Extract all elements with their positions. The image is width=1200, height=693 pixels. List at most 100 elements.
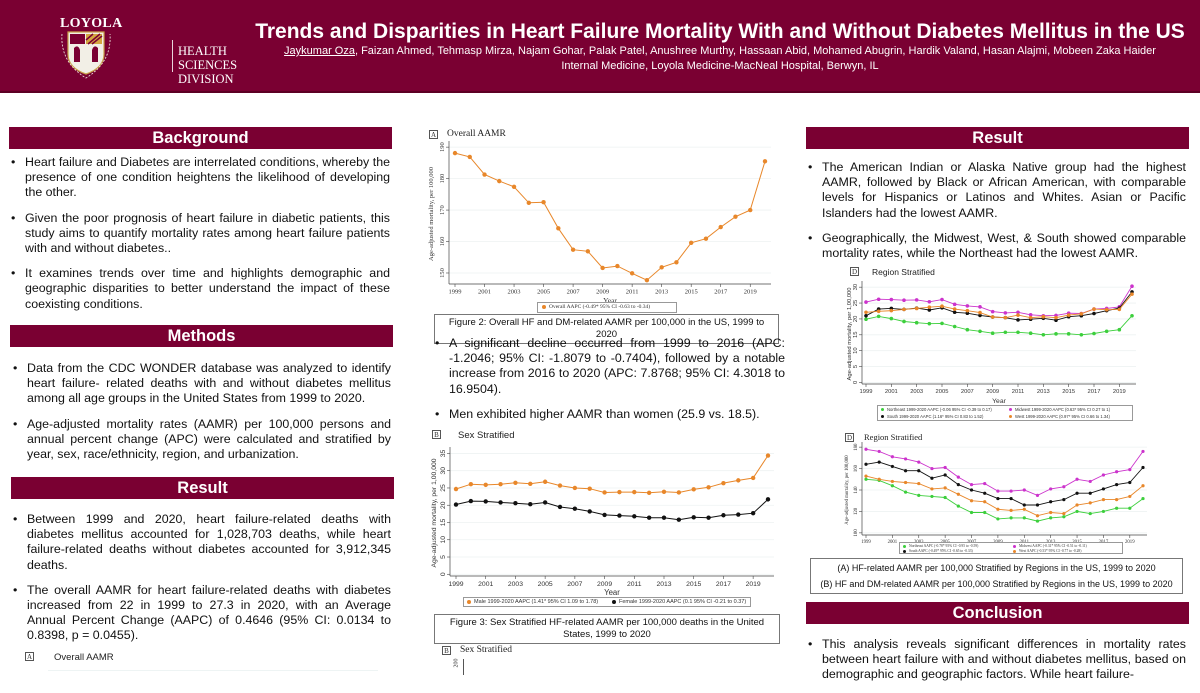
data-point bbox=[644, 278, 650, 283]
x-axis-label: Year bbox=[603, 296, 617, 304]
y-tick-label: 170 bbox=[439, 205, 446, 215]
data-point bbox=[952, 302, 957, 307]
data-point bbox=[1062, 498, 1066, 502]
data-point bbox=[952, 310, 957, 315]
lead-author: Jaykumar Oza bbox=[284, 45, 355, 57]
region-figure-caption: (A) HF-related AAMR per 100,000 Stratifi… bbox=[810, 558, 1183, 594]
series-line-0 bbox=[454, 152, 766, 281]
bullet: It examines trends over time and highlig… bbox=[9, 266, 390, 312]
bullet: A significant decline occurred from 1999… bbox=[433, 336, 785, 397]
data-point bbox=[983, 500, 987, 504]
data-point bbox=[556, 226, 561, 231]
data-point bbox=[1079, 312, 1084, 316]
loyola-crest-icon bbox=[61, 31, 111, 79]
data-point bbox=[965, 304, 970, 308]
data-point bbox=[1009, 508, 1013, 512]
y-tick-label: 100 bbox=[854, 529, 859, 537]
legend-item-male: Male 1999-2020 AAPC (1.41* 95% CI 1.09 t… bbox=[467, 599, 598, 605]
data-point bbox=[956, 504, 960, 508]
legend-item-west-b: West AAPC (-0.53* 95% CI -0.77 to -0.28) bbox=[1013, 549, 1081, 553]
data-point bbox=[902, 307, 906, 312]
data-point bbox=[1104, 307, 1109, 312]
legend-marker bbox=[881, 415, 884, 419]
data-point bbox=[703, 236, 709, 241]
data-point bbox=[930, 466, 934, 471]
data-point bbox=[765, 497, 771, 502]
data-point bbox=[943, 486, 947, 490]
data-point bbox=[864, 474, 868, 478]
y-tick-label: 5 bbox=[440, 555, 447, 559]
x-tick-label: 2005 bbox=[936, 389, 949, 395]
y-tick-label: 10 bbox=[853, 347, 859, 353]
data-point bbox=[632, 514, 637, 519]
partial-ytick: 200 bbox=[453, 658, 460, 668]
data-point bbox=[1022, 507, 1026, 511]
data-point bbox=[498, 481, 503, 487]
data-point bbox=[956, 492, 960, 496]
data-point bbox=[542, 479, 548, 484]
chart-title-overall: Overall AAMR bbox=[447, 129, 506, 139]
y-tick-label: 190 bbox=[439, 142, 446, 152]
data-point bbox=[1062, 511, 1066, 516]
result-heading-left: Result bbox=[11, 477, 394, 499]
data-point bbox=[1041, 332, 1046, 337]
y-tick-label: 20 bbox=[853, 316, 859, 322]
data-point bbox=[1054, 318, 1058, 322]
data-point bbox=[1016, 330, 1020, 335]
x-tick-label: 2019 bbox=[746, 581, 761, 588]
data-point bbox=[1016, 310, 1020, 315]
x-tick-label: 2001 bbox=[478, 581, 493, 588]
methods-bullets: Data from the CDC WONDER database was an… bbox=[11, 361, 391, 472]
chart-title-sex: Sex Stratified bbox=[458, 430, 515, 441]
data-point bbox=[1062, 515, 1066, 519]
data-point bbox=[1088, 491, 1092, 495]
x-tick-label: 2009 bbox=[986, 389, 999, 395]
logo-name: LOYOLA bbox=[60, 16, 123, 31]
legend-item-south: South 1999-2020 AAPC (1.16* 95% CI 0.83 … bbox=[881, 414, 983, 419]
data-point bbox=[542, 500, 548, 505]
panel-title-partial: Overall AAMR bbox=[54, 652, 114, 663]
data-point bbox=[1028, 315, 1033, 320]
x-tick-label: 2007 bbox=[567, 581, 582, 588]
x-tick-label: 2019 bbox=[744, 289, 757, 296]
y-tick-label: 140 bbox=[854, 486, 859, 494]
partial-y-axis bbox=[463, 659, 464, 675]
division-line1: HEALTH SCIENCES bbox=[178, 44, 238, 72]
x-tick-label: 2019 bbox=[1113, 389, 1126, 395]
x-tick-label: 2017 bbox=[714, 289, 728, 296]
data-point bbox=[996, 517, 1000, 521]
data-point bbox=[864, 447, 868, 451]
data-point bbox=[1009, 489, 1013, 493]
x-tick-label: 2011 bbox=[627, 581, 642, 588]
chart-title-region-b: Region Stratified bbox=[864, 432, 923, 442]
legend-marker bbox=[542, 304, 546, 309]
x-tick-label: 2015 bbox=[685, 289, 698, 296]
data-point bbox=[876, 309, 881, 314]
y-tick-label: 25 bbox=[440, 484, 447, 492]
chart-region-hf: 0 5 10 15 20 25 30 1999 2001 2003 2005 2007 2009 2011… bbox=[847, 281, 1136, 404]
data-point bbox=[1101, 498, 1106, 502]
data-point bbox=[587, 509, 592, 514]
data-point bbox=[903, 469, 908, 473]
panel-tag-d-b: D bbox=[845, 433, 854, 442]
data-point bbox=[1079, 332, 1084, 337]
data-point bbox=[1035, 493, 1040, 497]
bullet: The American Indian or Alaska Native gro… bbox=[806, 160, 1186, 221]
data-point bbox=[965, 327, 970, 332]
data-point bbox=[864, 317, 868, 322]
chart-overall-aamr: 150 160 170 180 190 1999 2001 2003 2005 2007 2009 2… bbox=[428, 141, 771, 304]
data-point bbox=[877, 477, 881, 481]
y-tick-label: 15 bbox=[853, 332, 859, 338]
series-line-1 bbox=[865, 285, 1133, 317]
data-point bbox=[1117, 307, 1122, 312]
data-point bbox=[736, 478, 741, 483]
data-point bbox=[1104, 329, 1109, 334]
y-tick-label: 180 bbox=[854, 443, 859, 451]
data-point bbox=[930, 476, 934, 480]
data-point bbox=[468, 481, 474, 487]
x-tick-label: 2013 bbox=[655, 289, 668, 296]
y-tick-label: 0 bbox=[440, 572, 447, 576]
data-point bbox=[1049, 500, 1053, 504]
data-point bbox=[585, 249, 591, 254]
division-name: HEALTH SCIENCES DIVISION bbox=[178, 44, 238, 86]
